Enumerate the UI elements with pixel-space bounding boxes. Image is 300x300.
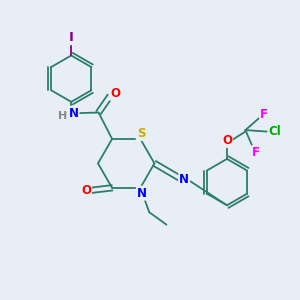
Text: S: S [137,127,145,140]
Text: N: N [137,187,147,200]
Text: N: N [179,172,189,186]
Text: F: F [252,146,260,159]
Text: F: F [260,108,268,121]
Text: O: O [81,184,91,197]
Text: O: O [222,134,232,147]
Text: H: H [58,110,68,121]
Text: I: I [69,31,74,44]
Text: O: O [110,87,120,100]
Text: N: N [69,106,79,120]
Text: Cl: Cl [269,125,281,138]
